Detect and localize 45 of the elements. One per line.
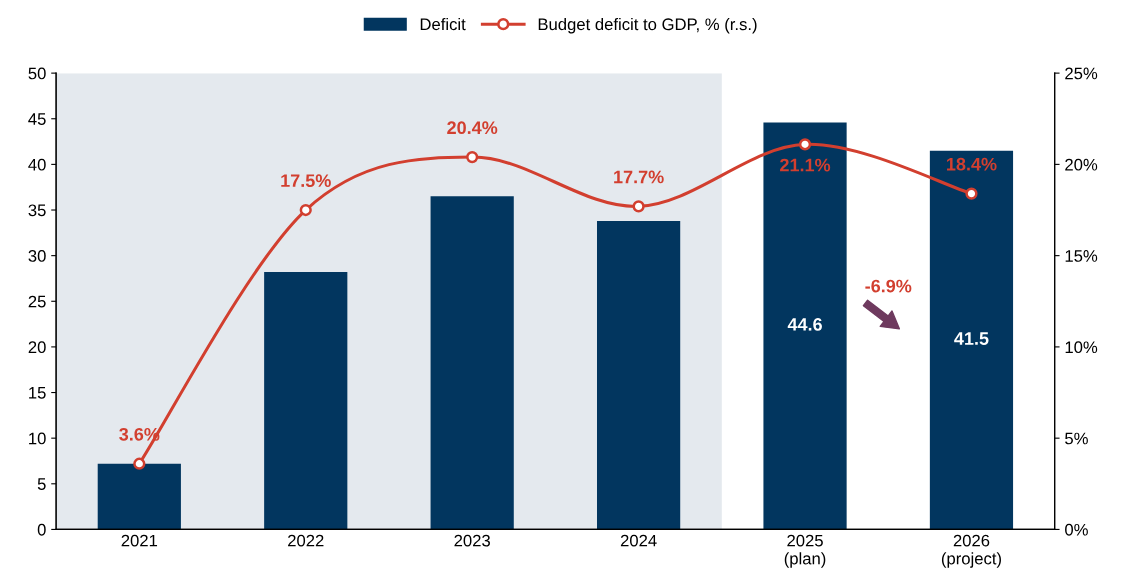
point	[133, 457, 146, 470]
point	[466, 150, 479, 164]
point	[299, 203, 312, 217]
legend-label: Deficit	[420, 17, 466, 31]
data-label: 21.1%	[780, 158, 831, 172]
y-tick-label: 5	[37, 478, 46, 490]
y2-tick-label: 25%	[1065, 67, 1098, 80]
x-tick-label: 2025 (plan)	[784, 534, 826, 568]
y-tick-label: 35	[28, 204, 46, 217]
x-tick-label: 2022	[288, 534, 324, 547]
y-tick-label: 0	[37, 523, 46, 536]
x-tick-label: 2026 (project)	[941, 534, 1001, 568]
y-tick-label: 15	[29, 387, 46, 399]
bar	[264, 272, 348, 530]
data-label: 18.4%	[947, 157, 997, 171]
point	[632, 200, 645, 213]
x-tick-label: 2024	[620, 534, 657, 547]
bar	[763, 122, 847, 530]
y2-tick-label: 5%	[1065, 432, 1088, 445]
legend-label: Budget deficit to GDP, % (r.s.)	[538, 17, 757, 34]
data-label: 17.5%	[281, 174, 331, 187]
y2-tick-label: 0%	[1065, 523, 1088, 536]
data-label: 41.5	[954, 332, 989, 345]
point	[798, 138, 812, 151]
y2-tick-label: 20%	[1065, 158, 1098, 171]
y-tick-label: 20	[28, 341, 46, 354]
point	[965, 187, 978, 200]
bar	[97, 463, 181, 530]
bar	[597, 220, 681, 530]
data-label: 44.6	[787, 317, 822, 331]
x-tick-label: 2023	[454, 534, 490, 547]
y2-tick-label: 10%	[1065, 341, 1098, 354]
y-tick-label: 45	[28, 113, 46, 125]
y-tick-label: 50	[28, 67, 46, 80]
data-label: 20.4%	[447, 121, 498, 135]
bar	[929, 150, 1014, 530]
bar	[430, 196, 514, 530]
x-tick-label: 2021	[121, 534, 158, 547]
y-tick-label: 25	[28, 295, 46, 308]
annotation: -6.9%	[865, 279, 912, 293]
y-tick-label: 40	[28, 158, 46, 171]
y-tick-label: 10	[29, 432, 46, 445]
y-tick-label: 30	[28, 250, 46, 262]
data-label: 17.7%	[614, 170, 664, 184]
y2-tick-label: 15%	[1065, 250, 1098, 262]
